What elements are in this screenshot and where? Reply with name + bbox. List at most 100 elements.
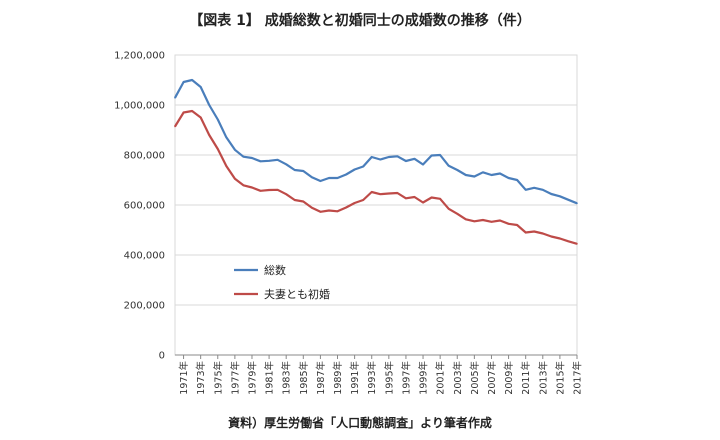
data-point	[319, 180, 322, 182]
x-tick-label: 1985年	[298, 361, 310, 395]
data-point	[370, 191, 373, 193]
data-point	[456, 213, 459, 215]
data-point	[259, 160, 262, 163]
y-tick-label: 800,000	[124, 151, 165, 162]
data-point	[345, 173, 347, 176]
x-tick-label: 1975年	[212, 361, 224, 395]
x-tick-label: 1973年	[195, 361, 207, 395]
data-point	[353, 202, 356, 204]
x-tick-label: 1983年	[281, 361, 293, 395]
data-point	[507, 223, 510, 225]
data-point	[473, 175, 476, 178]
data-point	[336, 177, 339, 179]
data-point	[413, 158, 416, 160]
data-point	[499, 219, 501, 222]
x-tick-label: 1977年	[229, 361, 241, 395]
data-point	[268, 160, 270, 162]
x-tick-label: 2013年	[537, 361, 549, 395]
data-point	[225, 165, 228, 167]
data-point	[182, 81, 185, 83]
data-point	[439, 154, 441, 156]
data-point	[199, 86, 202, 88]
y-tick-label: 400,000	[124, 251, 165, 262]
data-point	[276, 159, 279, 161]
x-tick-label: 1995年	[383, 361, 395, 395]
y-tick-label: 1,000,000	[114, 101, 165, 112]
x-tick-label: 1991年	[349, 361, 361, 395]
data-point	[396, 155, 399, 158]
data-point	[242, 184, 245, 187]
chart-title: 【図表 1】 成婚総数と初婚同士の成婚数の推移（件）	[189, 13, 531, 29]
data-point	[379, 158, 382, 161]
data-point	[422, 163, 424, 166]
data-point	[559, 195, 561, 198]
data-point	[234, 149, 236, 151]
data-point	[336, 210, 339, 213]
data-point	[559, 237, 561, 240]
data-point	[379, 193, 382, 195]
data-point	[225, 136, 228, 139]
data-point	[285, 163, 288, 166]
data-point	[388, 192, 390, 195]
x-tick-label: 1981年	[264, 361, 276, 395]
data-point	[293, 169, 296, 171]
data-point	[370, 156, 373, 158]
legend-label: 総数	[264, 263, 286, 277]
x-tick-label: 2003年	[452, 361, 464, 395]
data-point	[199, 116, 202, 119]
data-point	[396, 192, 399, 194]
chart-source: 資料）厚生労働省「人口動態調査」より筆者作成	[228, 416, 492, 430]
x-tick-label: 2015年	[554, 361, 566, 395]
data-point	[542, 232, 544, 235]
data-point	[516, 179, 518, 181]
data-point	[251, 157, 253, 159]
data-point	[268, 189, 270, 191]
data-point	[516, 224, 518, 226]
data-point	[388, 156, 390, 158]
data-point	[174, 125, 176, 128]
data-point	[311, 207, 313, 209]
data-point	[439, 198, 441, 200]
data-point	[276, 189, 279, 191]
data-point	[567, 199, 570, 201]
data-point	[251, 186, 253, 189]
x-tick-label: 1979年	[246, 361, 258, 395]
data-point	[507, 177, 510, 179]
x-tick-label: 2001年	[435, 361, 447, 395]
data-point	[524, 189, 527, 191]
data-point	[482, 219, 484, 221]
data-point	[302, 200, 305, 203]
data-point	[405, 197, 407, 200]
x-tick-label: 2011年	[520, 361, 532, 395]
x-tick-label: 1999年	[418, 361, 430, 395]
x-tick-label: 1993年	[366, 361, 378, 395]
data-point	[422, 201, 424, 204]
y-tick-label: 0	[159, 351, 165, 362]
data-point	[174, 97, 176, 99]
series-line	[174, 109, 578, 245]
data-point	[319, 211, 322, 213]
data-point	[182, 111, 185, 114]
data-point	[473, 220, 476, 223]
data-point	[456, 169, 459, 171]
data-point	[242, 155, 245, 158]
data-point	[234, 178, 236, 180]
x-tick-label: 1989年	[332, 361, 344, 395]
data-point	[285, 193, 288, 195]
data-point	[293, 199, 296, 201]
data-point	[328, 209, 330, 212]
data-point	[362, 165, 365, 168]
data-point	[533, 230, 535, 233]
data-point	[302, 170, 305, 172]
x-tick-label: 1987年	[315, 361, 327, 395]
data-point	[447, 208, 450, 210]
data-point	[482, 171, 484, 174]
y-tick-label: 600,000	[124, 201, 165, 212]
x-tick-label: 1997年	[400, 361, 412, 395]
data-point	[191, 79, 193, 81]
series-line	[174, 78, 578, 205]
data-point	[353, 168, 356, 171]
data-point	[328, 177, 330, 179]
data-point	[550, 193, 553, 195]
